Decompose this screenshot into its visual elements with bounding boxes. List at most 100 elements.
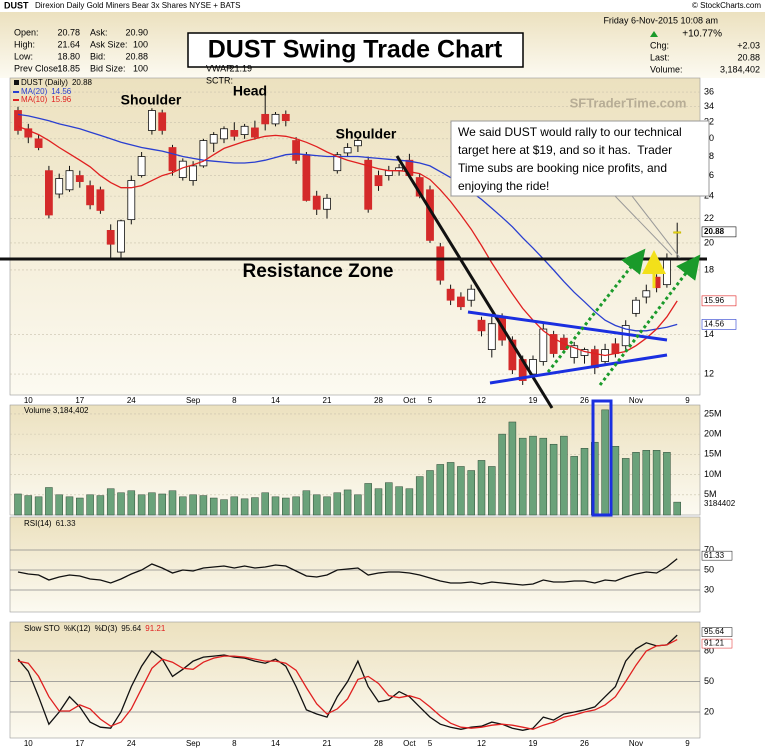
volume-bar (45, 487, 53, 516)
x-tick-label: 5 (428, 396, 433, 405)
candle-body (55, 178, 64, 195)
x-tick-label: 14 (271, 396, 280, 405)
annotation: Shoulder (336, 126, 397, 142)
quote-value: 100 (133, 39, 148, 49)
y-tick-label: 50 (704, 676, 714, 686)
stoch-panel (9, 621, 701, 739)
x-tick-label: 8 (232, 396, 237, 405)
label-part: MA(20) (21, 87, 48, 96)
candle-body (137, 156, 146, 176)
candle-body (570, 345, 579, 358)
x-tick-label: 8 (232, 739, 237, 748)
volume-bar (652, 450, 661, 516)
candle-body (147, 110, 156, 131)
label-part: DUST (Daily) (21, 78, 68, 87)
leader-line (631, 195, 681, 259)
label: Slow STO %K(12) %D(3) 95.64 91.21 (24, 624, 166, 633)
candle-body (446, 288, 455, 301)
y-tick-label: 70 (704, 544, 714, 554)
volume-bar (65, 496, 74, 516)
volume-bar (364, 483, 372, 516)
volume-bar (385, 482, 393, 516)
volume-bar (179, 496, 187, 516)
volume-bar (354, 494, 362, 516)
volume-bar (601, 409, 609, 516)
x-tick-label: 28 (374, 396, 383, 405)
volume-bar (477, 460, 486, 516)
value-box (701, 550, 733, 561)
quote-label: Low: (14, 51, 33, 61)
label-part: %D(3) (95, 624, 118, 633)
arrow (546, 248, 646, 373)
panel-title: Volume 3,184,402 (24, 406, 89, 415)
volume-bar (117, 492, 125, 516)
x-tick-label: 19 (529, 396, 538, 405)
volume-bar (611, 446, 620, 516)
quote-value: 20.88 (125, 51, 148, 61)
volume-bar (24, 495, 33, 516)
candle-body (34, 138, 43, 148)
volume-bar (261, 492, 269, 516)
y-tick-label: 80 (704, 645, 714, 655)
y-tick-label: 30 (704, 584, 714, 594)
candle-body (353, 140, 362, 147)
candle-body (75, 175, 84, 182)
volume-bar (271, 496, 280, 516)
quote-value: 20.88 (737, 52, 760, 62)
quote-label: Open: (14, 27, 39, 37)
quote-label: Volume: (650, 64, 683, 74)
x-tick-label: 10 (24, 396, 33, 405)
candle-body (127, 180, 136, 221)
volume-bar (240, 498, 249, 516)
candle-body (673, 231, 682, 234)
callout-box (450, 120, 710, 197)
candle-body (24, 128, 33, 138)
candle-body (281, 113, 290, 122)
up-triangle (650, 31, 658, 37)
quote-value: 20.90 (125, 27, 148, 37)
label-part: Slow STO (24, 624, 60, 633)
volume-bar (529, 435, 537, 516)
x-tick-label: Oct (403, 739, 416, 748)
volume-bar (189, 494, 197, 516)
candle-body (312, 195, 321, 210)
series-line (17, 639, 678, 730)
volume-bar (467, 470, 475, 516)
last-value: 61.33 (704, 551, 725, 560)
volume-bar (405, 488, 414, 516)
volume-bar (137, 494, 146, 516)
candle-body (539, 328, 548, 362)
candle-body (250, 127, 259, 138)
last-value: 15.96 (704, 296, 725, 305)
triangle-line (489, 353, 668, 385)
y-tick-label: 14 (704, 329, 714, 339)
volume-bar (220, 499, 228, 516)
volume-bar (148, 492, 156, 516)
volume-bar (106, 488, 115, 516)
volume-bar (251, 497, 259, 516)
volume-bar (621, 458, 630, 516)
label-part: 20.88 (72, 78, 93, 87)
candle-body (168, 147, 177, 172)
label-part: 15.96 (51, 95, 72, 104)
x-tick-label: 17 (75, 739, 84, 748)
quote-label: Last: (650, 52, 670, 62)
x-tick-label: Sep (186, 739, 201, 748)
volume-bar (632, 452, 640, 516)
volume-bar (642, 450, 651, 516)
candle-body (508, 339, 517, 371)
volume-bar (673, 501, 681, 516)
datetime: Friday 6-Nov-2015 10:08 am (603, 15, 718, 25)
y-tick-label: 25M (704, 408, 722, 418)
x-tick-label: Sep (186, 396, 201, 405)
y-tick-label: 12 (704, 368, 714, 378)
candle-body (323, 197, 331, 210)
value-box (701, 295, 737, 307)
candle-body (642, 290, 651, 298)
series-line (17, 558, 678, 586)
volume-bar (426, 470, 434, 516)
volume-bar (34, 496, 43, 516)
candle-body (456, 296, 465, 308)
